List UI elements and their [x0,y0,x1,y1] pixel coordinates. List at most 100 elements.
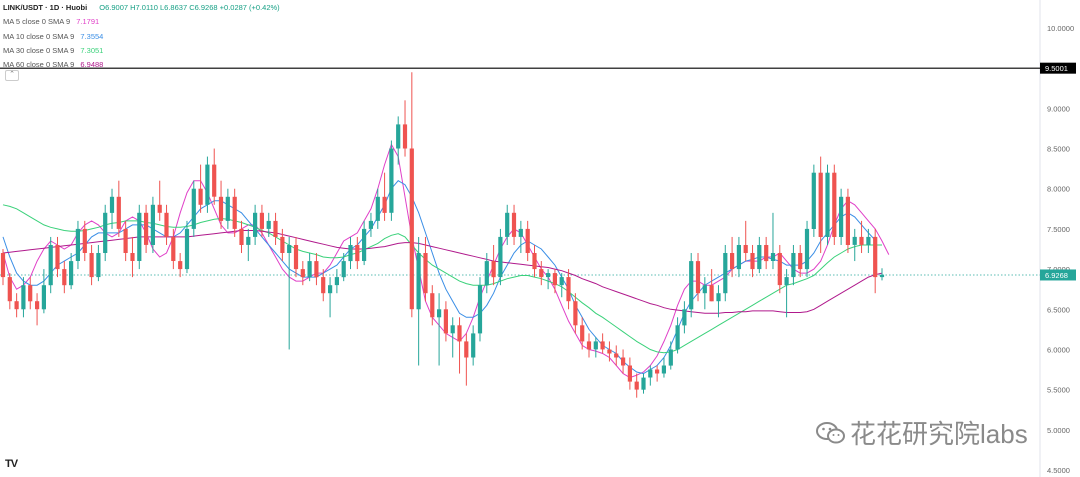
candle-body [621,357,626,366]
candle-body [559,277,564,286]
y-tick-label: 9.0000 [1047,104,1070,113]
candle-body [716,293,721,302]
candle-body [123,228,128,253]
ma10-value: 7.3554 [80,31,104,41]
candle-body [191,188,196,229]
legend-ma60[interactable]: MA 60 close 0 SMA 9 6.9488 [3,58,280,72]
candle-body [375,196,380,221]
candle-body [389,148,394,213]
candle-body [82,228,87,253]
candle-body [103,212,108,253]
legend: LINK/USDT · 1D · Huobi O6.9007 H7.0110 L… [3,1,280,72]
candle-body [573,301,578,326]
candle-body [109,196,115,213]
candle-body [443,309,448,334]
candle-body [212,164,217,197]
candle-body [580,325,585,342]
candle-body [137,212,142,261]
candle-body [362,228,367,261]
candle-body [675,325,680,350]
candle-body [539,269,544,278]
candle-body [593,341,598,350]
candle-body [566,277,571,302]
candle-body [348,245,353,262]
candle-body [300,269,305,278]
tradingview-logo[interactable]: TV [5,458,18,470]
candle-body [702,285,707,294]
candle-body [518,228,523,237]
candle-body [144,212,149,245]
candle-body [607,349,612,354]
candle-body [430,293,435,318]
candle-body [498,236,503,278]
candle-body [396,124,401,149]
hline-price-tag [1040,62,1076,74]
legend-ma10[interactable]: MA 10 close 0 SMA 9 7.3554 [3,30,280,44]
candle-body [41,285,46,310]
ma-line-ma30 [2,204,882,354]
watermark: 花花研究院labs [816,414,1028,452]
candle-body [825,172,830,237]
candle-body [457,325,462,342]
candle-body [546,273,551,278]
candle-body [239,228,244,245]
candle-body [866,236,871,245]
candle-body [511,212,517,237]
candle-body [355,245,360,262]
candle-body [368,220,373,229]
candle-body [164,212,169,237]
legend-header: LINK/USDT · 1D · Huobi O6.9007 H7.0110 L… [3,1,280,15]
candle-body [130,253,135,261]
candle-body [246,236,251,245]
last-price-label: 6.9268 [1045,271,1068,280]
candle-body [873,236,878,278]
candle-body [627,365,632,382]
candle-body [116,196,121,229]
candle-body [750,253,755,270]
symbol-label[interactable]: LINK/USDT · 1D · Huobi [3,3,88,12]
ma30-label: MA 30 close 0 SMA 9 [3,45,75,55]
candle-body [770,253,776,261]
candle-body [341,261,346,278]
candle-body [845,196,850,245]
candle-body [505,212,510,237]
watermark-text: 花花研究院labs [850,419,1028,449]
legend-ma30[interactable]: MA 30 close 0 SMA 9 7.3051 [3,44,280,58]
candle-body [225,196,230,221]
candle-body [205,164,210,205]
candle-body [253,212,258,237]
y-tick-label: 4.5000 [1047,466,1070,475]
candle-body [307,261,312,278]
candle-body [804,228,810,270]
hline-price-label: 9.5001 [1045,64,1068,73]
candle-body [689,261,694,310]
candle-body [811,172,816,229]
candle-body [552,273,557,286]
candle-body [736,245,741,270]
candle-body [157,204,162,213]
candle-body [484,261,489,286]
candle-body [491,261,496,278]
candle-body [14,301,19,310]
candle-body [62,269,67,286]
candle-body [402,124,408,149]
candle-body [791,253,796,278]
candle-body [334,277,339,286]
candle-body [784,277,789,286]
candle-body [661,365,666,374]
candle-body [178,261,183,270]
chevron-up-icon[interactable]: ⌃ [5,70,19,81]
candle-body [471,333,476,358]
candle-body [477,285,483,334]
y-tick-label: 6.0000 [1047,345,1070,354]
candle-body [423,253,428,294]
candle-body [525,228,530,253]
candle-body [198,188,203,205]
candle-body [859,236,864,245]
candle-body [614,353,619,358]
legend-ma5[interactable]: MA 5 close 0 SMA 9 7.1791 [3,15,280,29]
candle-body [69,261,74,286]
candle-body [96,253,101,278]
